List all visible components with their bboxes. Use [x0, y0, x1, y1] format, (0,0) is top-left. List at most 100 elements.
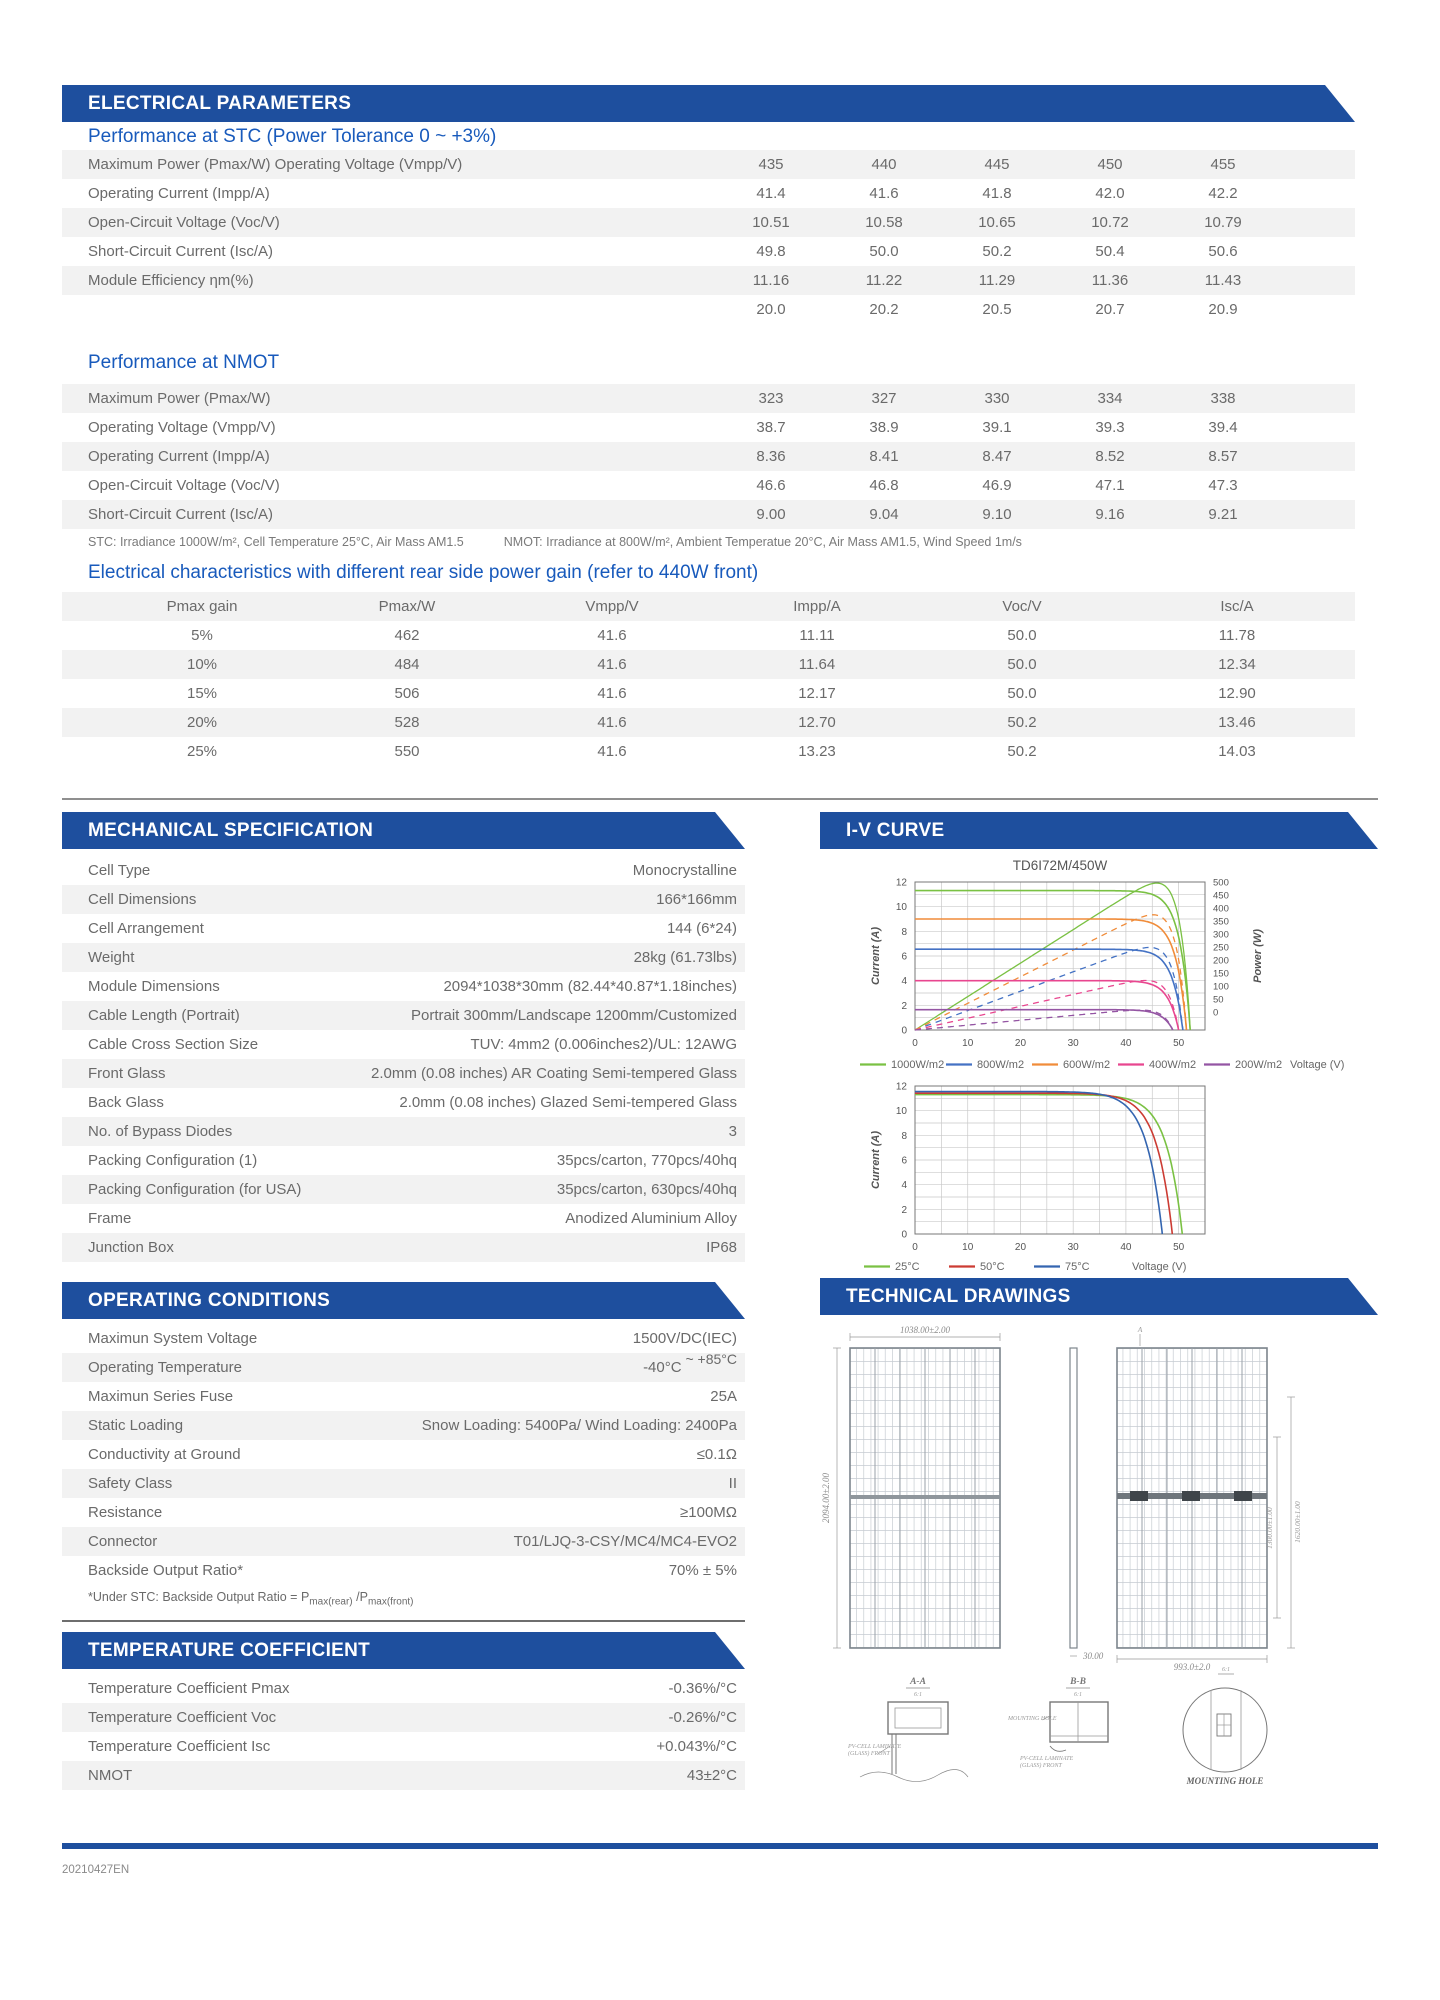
rear-gain-table: Pmax gain Pmax/W Vmpp/V Impp/A Voc/V Isc/A 5% 4…	[62, 592, 1355, 766]
technical-drawings-banner: TECHNICAL DRAWINGS	[820, 1278, 1378, 1315]
row-label: NMOT	[88, 1767, 133, 1784]
value-cell: 39.4	[1208, 419, 1238, 436]
value-cell: 9.00	[756, 506, 786, 523]
table-row: Packing Configuration (1) 35pcs/carton, 7…	[62, 1146, 745, 1175]
row-label: Connector	[88, 1533, 158, 1550]
svg-text:Current (A): Current (A)	[870, 927, 882, 985]
drawing-section-aa: A-A 6:1 PV-CELL LAMINATE (GLASS) FRONT	[847, 1677, 969, 1782]
value-cell: 10.65	[978, 214, 1016, 231]
svg-text:8: 8	[901, 927, 907, 938]
svg-text:50: 50	[1173, 1038, 1185, 1049]
table-row: 5% 462 41.6 11.11 50.0 11.78	[62, 621, 1355, 650]
row-value: 3	[728, 1123, 737, 1140]
value-cell: 50.6	[1208, 243, 1238, 260]
row-label: Maximun System Voltage	[88, 1330, 258, 1347]
table-row: Operating Voltage (Vmpp/V) 38.7 38.9 39.1 39…	[62, 413, 1355, 442]
stc-note: STC: Irradiance 1000W/m², Cell Temperatu…	[88, 535, 464, 549]
row-value: ≥100MΩ	[680, 1504, 737, 1521]
iv-power-chart: 0 2 4 6 8 10 12 0 10 20 30 40 50 Current (A) TD6I72M/4…	[860, 858, 1344, 1071]
value-cell: 11.16	[752, 272, 790, 289]
row-label: No. of Bypass Diodes	[88, 1123, 233, 1140]
drawing-front-view: 1038.00±2.00 2094.00±2.00	[821, 1325, 1001, 1649]
electrical-parameters-banner: ELECTRICAL PARAMETERS	[62, 85, 1355, 122]
svg-text:200: 200	[1213, 956, 1229, 967]
value-cell: 38.7	[756, 419, 786, 436]
value-cell: 41.6	[597, 627, 627, 644]
row-value: Snow Loading: 5400Pa/ Wind Loading: 2400…	[421, 1417, 737, 1434]
svg-text:10: 10	[896, 902, 908, 913]
table-row: Back Glass 2.0mm (0.08 inches) Glazed Sem…	[62, 1088, 745, 1117]
table-row: Module Dimensions 2094*1038*30mm (82.44*4…	[62, 972, 745, 1001]
section-aa-label: A-A	[909, 1677, 926, 1687]
laminate-note-aa-2: (GLASS) FRONT	[848, 1750, 890, 1757]
row-label: Module Dimensions	[88, 978, 220, 995]
row-label: Cable Cross Section Size	[88, 1036, 259, 1053]
rear-dim-inner: 1300.00±1.00	[1265, 1507, 1274, 1549]
technical-drawings: 1038.00±2.00 2094.00±2.00 30.00 A	[821, 1325, 1302, 1786]
svg-text:0: 0	[912, 1038, 918, 1049]
value-cell: 41.6	[597, 656, 627, 673]
mounting-hole-bb-label: MOUNTING HOLE	[1007, 1716, 1057, 1722]
value-cell: 338	[1210, 390, 1236, 407]
svg-text:30: 30	[1068, 1242, 1080, 1253]
footer-bar	[62, 1843, 1378, 1849]
backside-ratio-note: *Under STC: Backside Output Ratio = Pmax…	[88, 1590, 414, 1608]
value-cell: 38.9	[869, 419, 899, 436]
value-cell: 11.36	[1091, 272, 1129, 289]
row-label: Module Efficiency ηm(%)	[88, 272, 254, 289]
value-cell: 323	[758, 390, 784, 407]
svg-text:1000W/m2: 1000W/m2	[891, 1059, 944, 1071]
operating-banner: OPERATING CONDITIONS	[62, 1282, 745, 1319]
table-header-row: Pmax gain Pmax/W Vmpp/V Impp/A Voc/V Isc/A	[62, 592, 1355, 621]
table-row: Cable Cross Section Size TUV: 4mm2 (0.006…	[62, 1030, 745, 1059]
table-row: Conductivity at Ground ≤0.1Ω	[62, 1440, 745, 1469]
svg-text:4: 4	[901, 976, 907, 987]
value-cell: 10%	[186, 656, 218, 673]
nmot-note: NMOT: Irradiance at 800W/m², Ambient Tem…	[503, 535, 1022, 549]
value-cell: 8.52	[1095, 448, 1125, 465]
row-label: Operating Current (Impp/A)	[88, 448, 270, 465]
table-row: Maximun System Voltage 1500V/DC(IEC)	[62, 1324, 745, 1353]
value-cell: 450	[1097, 156, 1123, 173]
value-cell: 330	[984, 390, 1010, 407]
value-cell: 42.0	[1095, 185, 1125, 202]
ivcurve-banner-label: I-V CURVE	[846, 820, 945, 841]
value-cell: 20%	[186, 714, 218, 731]
row-label: Maximum Power (Pmax/W)	[88, 390, 271, 407]
row-label: Weight	[88, 949, 135, 966]
value-cell: 440	[871, 156, 897, 173]
table-row: NMOT 43±2°C	[62, 1761, 745, 1790]
svg-text:2: 2	[901, 1205, 907, 1216]
value-cell: 435	[758, 156, 784, 173]
side-thickness-dim: 30.00	[1082, 1651, 1104, 1661]
row-value: -0.26%/°C	[668, 1709, 737, 1726]
value-cell: 10.72	[1091, 214, 1129, 231]
mounting-hole-scale: 6:1	[1222, 1667, 1230, 1673]
row-value: 2.0mm (0.08 inches) AR Coating Semi-temp…	[371, 1065, 737, 1082]
row-value: 43±2°C	[686, 1767, 737, 1784]
row-label: Backside Output Ratio*	[88, 1562, 244, 1579]
table-row: 20.0 20.2 20.5 20.7 20.9	[62, 295, 1355, 324]
section-aa-scale: 6:1	[914, 1692, 922, 1698]
value-cell: 12.70	[798, 714, 836, 731]
svg-text:250: 250	[1213, 943, 1229, 954]
row-value: -0.36%/°C	[668, 1680, 737, 1697]
table-row: Temperature Coefficient Pmax -0.36%/°C	[62, 1674, 745, 1703]
table-row: Packing Configuration (for USA) 35pcs/car…	[62, 1175, 745, 1204]
value-cell: 11.64	[798, 656, 836, 673]
value-cell: 41.8	[982, 185, 1012, 202]
table-row: Junction Box IP68	[62, 1233, 745, 1262]
laminate-note-aa-1: PV-CELL LAMINATE	[847, 1744, 902, 1750]
section-bb-scale: 6:1	[1074, 1692, 1082, 1698]
value-cell: 50.0	[1007, 685, 1037, 702]
svg-text:300: 300	[1213, 930, 1229, 941]
value-cell: 334	[1097, 390, 1123, 407]
svg-text:Power (W): Power (W)	[1252, 929, 1264, 983]
value-cell: 20.5	[982, 301, 1012, 318]
row-label: Cell Dimensions	[88, 891, 197, 908]
value-cell: 445	[984, 156, 1010, 173]
section-divider	[62, 798, 1378, 800]
value-cell: 50.2	[1007, 714, 1037, 731]
svg-text:20: 20	[1015, 1038, 1027, 1049]
svg-text:200W/m2: 200W/m2	[1235, 1059, 1282, 1071]
